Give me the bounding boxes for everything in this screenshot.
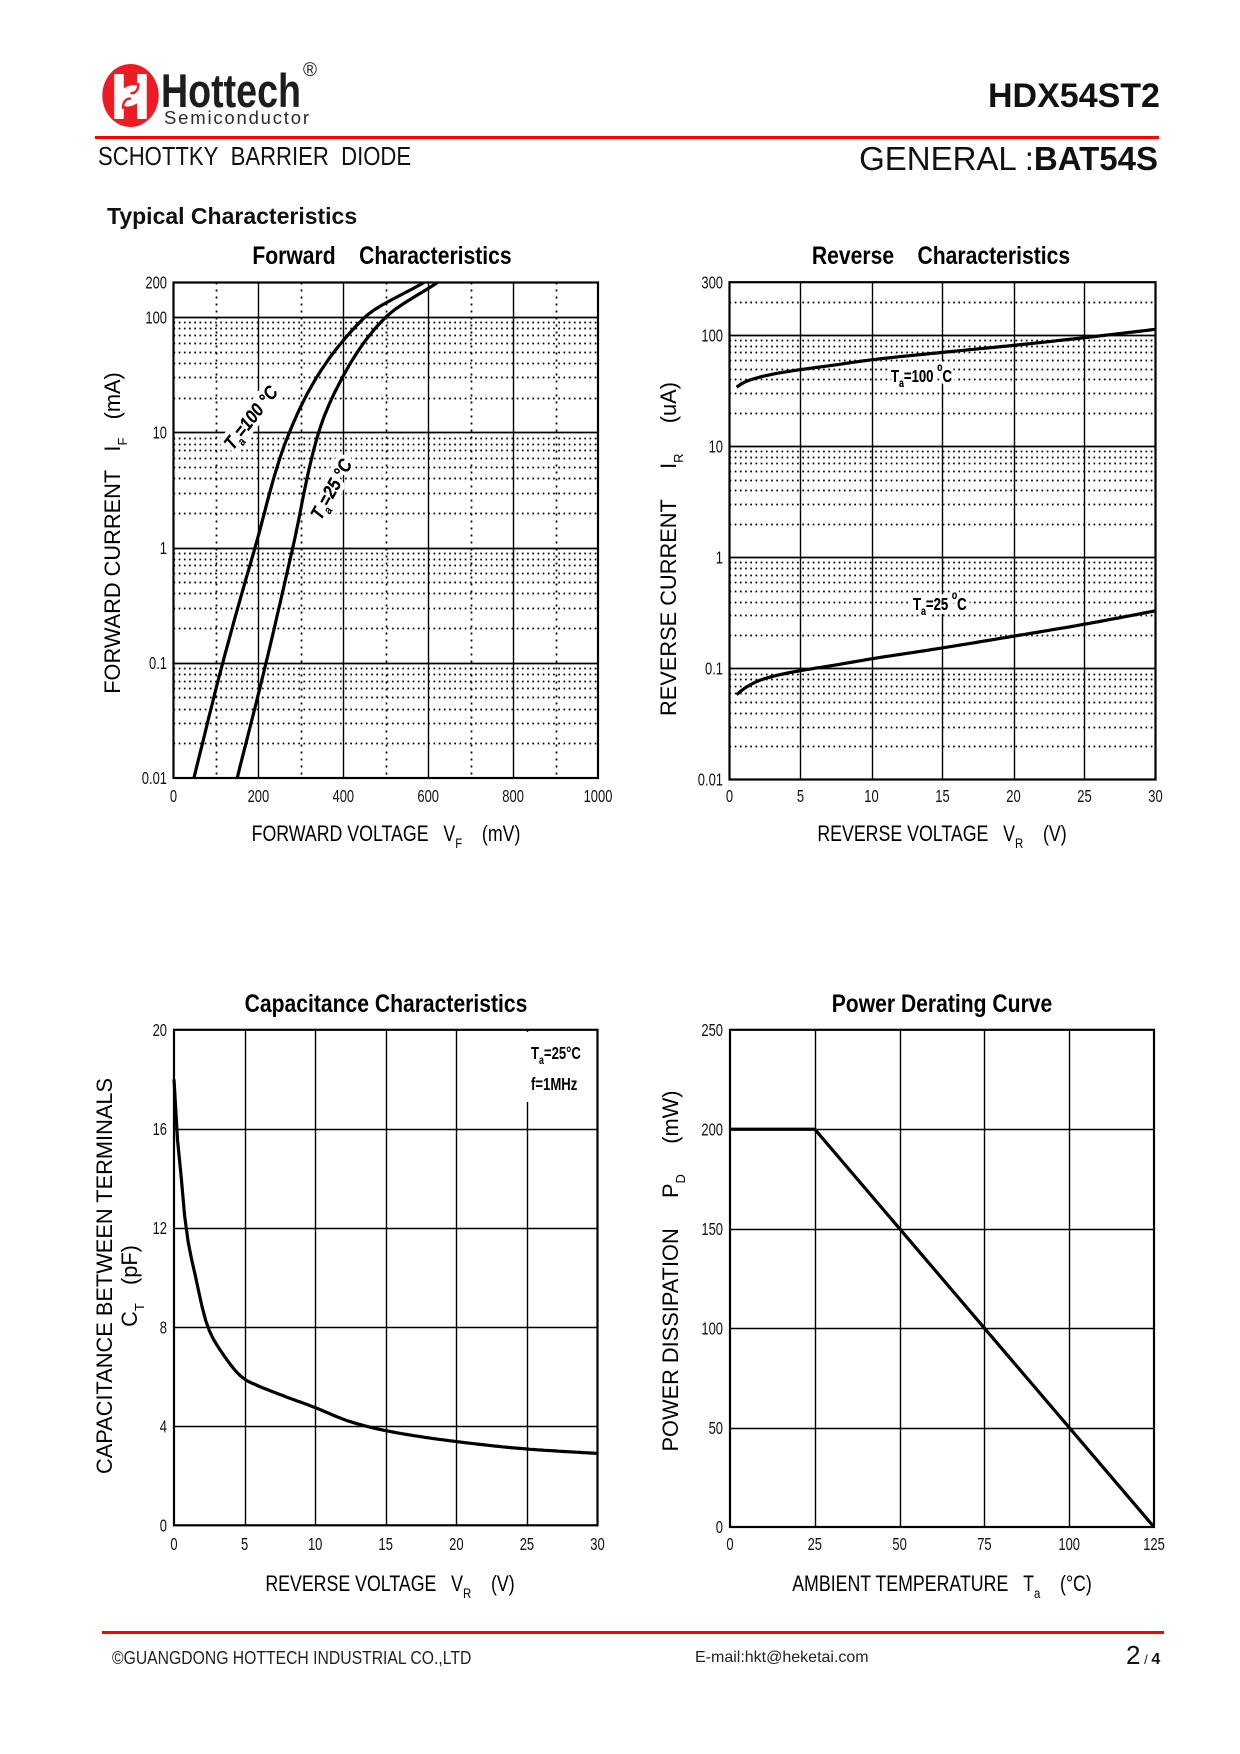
svg-text:125: 125	[1143, 1535, 1165, 1555]
svg-text:Ta=25 °C: Ta=25 °C	[306, 455, 360, 525]
svg-text:Forward Characteristics: Forward Characteristics	[252, 241, 511, 269]
svg-text:REVERSE CURRENT IR (uA: REVERSE CURRENT IR (uA)	[656, 382, 686, 716]
svg-text:0.1: 0.1	[149, 654, 167, 674]
svg-text:AMBIENT TEMPERATURE Ta (°: AMBIENT TEMPERATURE Ta (°C)	[792, 1572, 1092, 1601]
svg-text:200: 200	[145, 274, 167, 294]
svg-text:0: 0	[716, 1518, 723, 1538]
svg-text:15: 15	[379, 1535, 394, 1555]
svg-text:10: 10	[308, 1535, 323, 1555]
svg-text:0: 0	[160, 1517, 167, 1537]
svg-text:Ta=25°C: Ta=25°C	[531, 1044, 581, 1067]
svg-text:100: 100	[701, 326, 723, 346]
svg-text:10: 10	[709, 438, 724, 458]
svg-text:5: 5	[797, 787, 804, 807]
svg-text:REVERSE VOLTAGE VR (V): REVERSE VOLTAGE VR (V)	[265, 1572, 514, 1601]
svg-text:30: 30	[590, 1535, 605, 1555]
svg-text:16: 16	[153, 1120, 168, 1140]
svg-text:12: 12	[153, 1219, 167, 1239]
svg-text:4: 4	[160, 1417, 167, 1437]
svg-text:0.1: 0.1	[705, 660, 723, 680]
svg-text:10: 10	[864, 787, 879, 807]
svg-text:100: 100	[701, 1319, 723, 1339]
svg-text:f=1MHz: f=1MHz	[531, 1075, 577, 1094]
svg-text:150: 150	[701, 1220, 723, 1240]
svg-text:15: 15	[935, 787, 950, 807]
svg-text:1000: 1000	[584, 787, 613, 807]
svg-text:FORWARD VOLTAGE VF (mV): FORWARD VOLTAGE VF (mV)	[252, 822, 521, 851]
svg-text:50: 50	[709, 1419, 724, 1439]
svg-text:POWER DISSIPATION PD (: POWER DISSIPATION PD (mW)	[658, 1091, 688, 1452]
svg-text:Ta=25 oC: Ta=25 oC	[913, 589, 967, 619]
svg-text:25: 25	[520, 1535, 535, 1555]
svg-text:800: 800	[502, 787, 524, 807]
svg-text:20: 20	[449, 1535, 464, 1555]
svg-text:CAPACITANCE BETWEEN TERMINALS: CAPACITANCE BETWEEN TERMINALS	[92, 1078, 117, 1474]
svg-text:20: 20	[153, 1021, 168, 1041]
svg-text:CT (pF): CT (pF)	[117, 1245, 147, 1327]
svg-text:30: 30	[1148, 787, 1163, 807]
svg-text:25: 25	[1077, 787, 1092, 807]
svg-text:300: 300	[701, 273, 723, 293]
svg-text:FORWARD CURRENT IF (mA): FORWARD CURRENT IF (mA)	[100, 372, 130, 694]
svg-text:0: 0	[726, 1535, 733, 1555]
svg-text:75: 75	[977, 1535, 992, 1555]
svg-text:600: 600	[417, 787, 439, 807]
svg-text:0.01: 0.01	[698, 771, 723, 791]
svg-text:25: 25	[808, 1535, 823, 1555]
svg-text:Power Derating Curve: Power Derating Curve	[832, 989, 1053, 1017]
svg-text:250: 250	[701, 1021, 723, 1041]
svg-text:0: 0	[170, 787, 177, 807]
svg-text:100: 100	[145, 308, 167, 328]
svg-text:50: 50	[892, 1535, 907, 1555]
svg-text:200: 200	[701, 1121, 723, 1141]
svg-text:0.01: 0.01	[142, 769, 167, 789]
svg-text:20: 20	[1006, 787, 1021, 807]
svg-text:100: 100	[1058, 1535, 1080, 1555]
svg-text:8: 8	[160, 1318, 167, 1338]
svg-text:REVERSE VOLTAGE VR (V): REVERSE VOLTAGE VR (V)	[817, 822, 1066, 851]
svg-text:1: 1	[716, 549, 723, 569]
svg-text:400: 400	[332, 787, 354, 807]
svg-text:10: 10	[153, 424, 168, 444]
svg-text:0: 0	[726, 787, 733, 807]
svg-text:200: 200	[248, 787, 270, 807]
svg-text:Reverse Characteristics: Reverse Characteristics	[812, 241, 1070, 269]
svg-text:0: 0	[170, 1535, 177, 1555]
svg-text:5: 5	[241, 1535, 248, 1555]
svg-text:Capacitance Characteristics: Capacitance Characteristics	[245, 989, 528, 1017]
svg-text:1: 1	[160, 539, 167, 559]
